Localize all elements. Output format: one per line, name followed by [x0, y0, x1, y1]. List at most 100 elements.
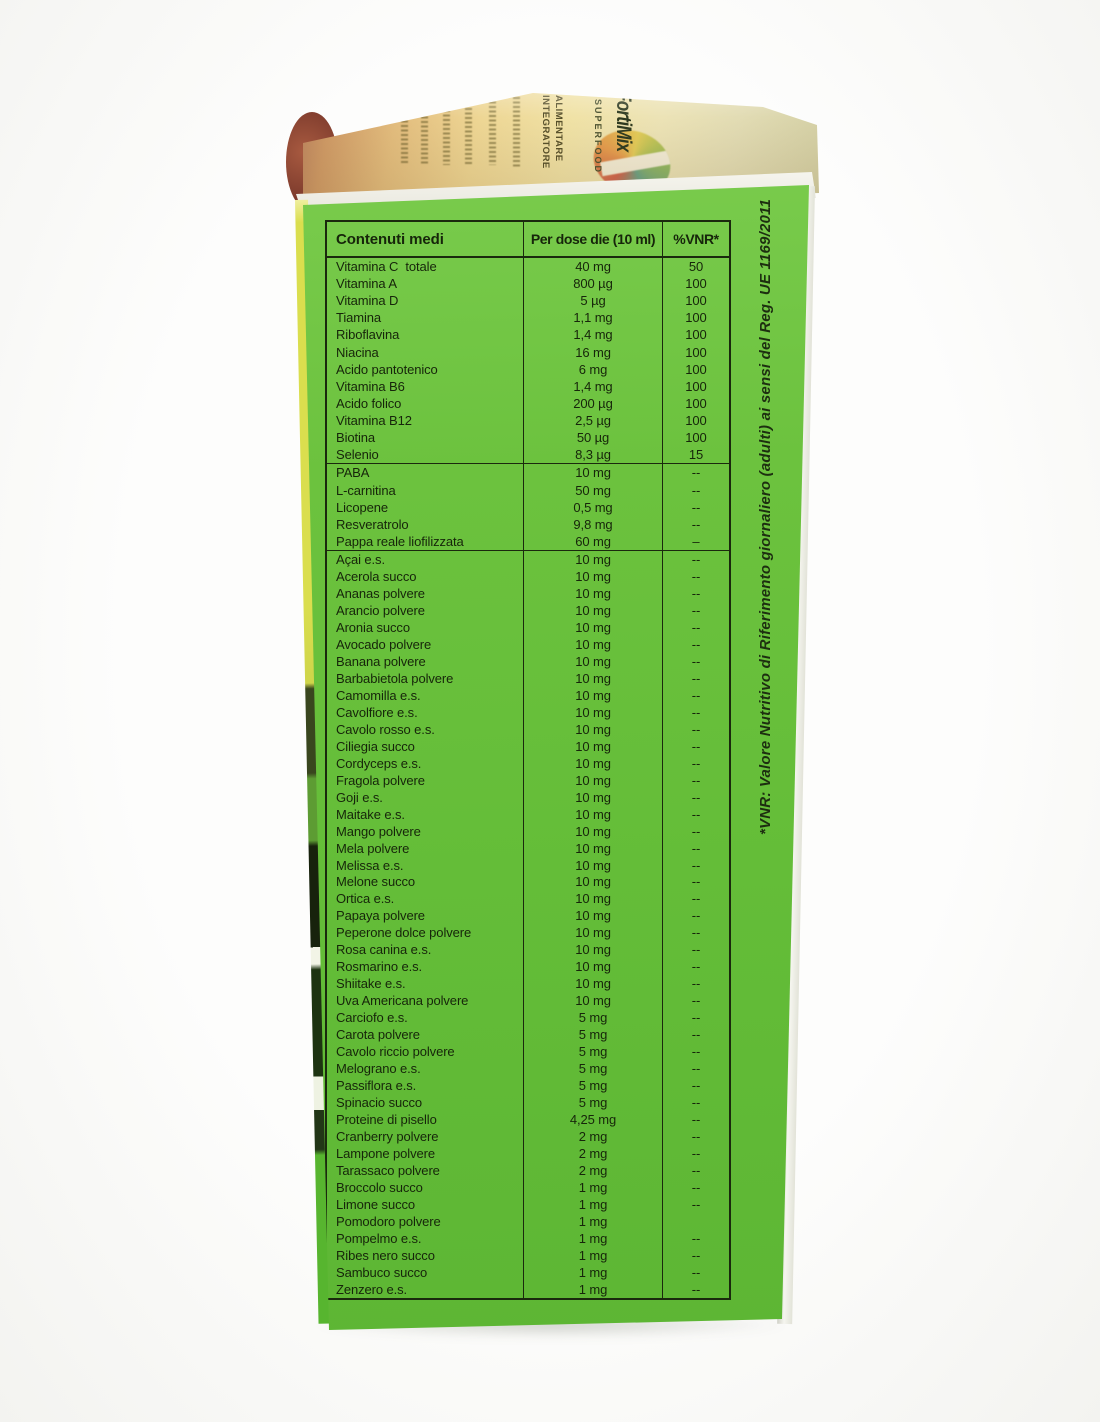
ingredient-name: Pappa reale liofilizzata — [336, 533, 464, 549]
dose-value: 10 mg — [523, 686, 662, 704]
ingredient-name: Cranberry polvere — [336, 1129, 439, 1145]
vnr-value: -- — [662, 907, 729, 925]
table-row: Cavolo riccio polvere 5 mg -- — [327, 1043, 729, 1061]
vnr-value: -- — [662, 498, 729, 516]
table-row: Arancio polvere 10 mg -- — [327, 602, 729, 619]
ingredient-name: Lampone polvere — [336, 1145, 435, 1161]
dose-value: 10 mg — [523, 890, 662, 908]
ingredient-name: Açai e.s. — [336, 552, 385, 568]
table-row: Fragola polvere 10 mg -- — [327, 771, 729, 789]
table-row: Açai e.s. 10 mg -- — [327, 551, 729, 569]
illegible-text-line — [421, 103, 428, 165]
ingredient-name: Pomodoro polvere — [336, 1213, 441, 1229]
ingredient-name: Zenzero e.s. — [336, 1281, 408, 1297]
ingredient-name: Spinacio succo — [336, 1095, 423, 1111]
ingredient-name: Niacina — [336, 344, 379, 360]
table-row: Vitamina D 5 µg 100 — [327, 292, 729, 310]
table-row: Ribes nero succo 1 mg -- — [327, 1246, 729, 1264]
ingredient-name: Resveratrolo — [336, 516, 409, 532]
vnr-value: -- — [662, 1094, 729, 1112]
ingredient-name: Pompelmo e.s. — [336, 1230, 422, 1246]
ingredient-name: Goji e.s. — [336, 789, 383, 805]
vnr-value: -- — [662, 924, 729, 942]
table-row: Limone succo 1 mg -- — [327, 1195, 729, 1213]
header-dose: Per dose die (10 ml) — [523, 222, 662, 256]
vnr-value: -- — [662, 618, 729, 636]
ingredient-name: Melissa e.s. — [336, 857, 404, 873]
vnr-value — [662, 1212, 729, 1230]
dose-value: 5 mg — [523, 1026, 662, 1044]
ingredient-name: Melograno e.s. — [336, 1061, 421, 1077]
dose-value: 10 mg — [523, 720, 662, 738]
dose-value: 10 mg — [523, 788, 662, 806]
vnr-value: 100 — [662, 326, 729, 344]
ingredient-name: Barbabietola polvere — [336, 670, 454, 686]
ingredient-name: Ortica e.s. — [336, 891, 395, 907]
dose-value: 5 mg — [523, 1094, 662, 1112]
vnr-value: -- — [662, 1195, 729, 1213]
dose-value: 10 mg — [523, 652, 662, 670]
ingredient-name: Uva Americana polvere — [336, 993, 469, 1009]
ingredient-name: Rosa canina e.s. — [336, 942, 432, 958]
vnr-value: 100 — [662, 360, 729, 378]
vnr-value: 100 — [662, 429, 729, 447]
vnr-footnote: *VNR: Valore Nutritivo di Riferimento gi… — [757, 198, 774, 835]
dose-value: 60 mg — [523, 532, 662, 551]
dose-value: 5 mg — [523, 1009, 662, 1027]
dose-value: 2,5 µg — [523, 411, 662, 430]
table-row: Uva Americana polvere 10 mg -- — [327, 992, 729, 1010]
table-row: Rosa canina e.s. 10 mg -- — [327, 941, 729, 959]
ingredient-name: Selenio — [336, 447, 379, 463]
dose-value: 10 mg — [523, 754, 662, 772]
vnr-value: 15 — [662, 446, 729, 464]
dose-value: 10 mg — [523, 464, 662, 482]
table-row: Proteine di pisello 4,25 mg -- — [327, 1111, 729, 1129]
table-row: Licopene 0,5 mg -- — [327, 498, 729, 516]
table-row: Selenio 8,3 µg 15 — [327, 446, 729, 464]
dose-value: 8,3 µg — [523, 446, 662, 464]
table-row: Vitamina B6 1,4 mg 100 — [327, 377, 729, 395]
dose-value: 10 mg — [523, 771, 662, 789]
vnr-value: -- — [662, 515, 729, 533]
vnr-value: -- — [662, 720, 729, 738]
table-row: Tiamina 1,1 mg 100 — [327, 309, 729, 327]
table-row: Acido folico 200 µg 100 — [327, 394, 729, 412]
ingredient-name: Mango polvere — [336, 823, 421, 839]
vnr-value: -- — [662, 839, 729, 857]
ingredient-name: Fragola polvere — [336, 772, 425, 788]
ingredient-name: Biotina — [336, 430, 376, 446]
table-row: Lampone polvere 2 mg -- — [327, 1145, 729, 1162]
table-row: Biotina 50 µg 100 — [327, 429, 729, 447]
vnr-value: -- — [662, 754, 729, 772]
dose-value: 10 mg — [523, 618, 662, 636]
dose-value: 1,4 mg — [523, 326, 662, 344]
ingredient-name: Peperone dolce polvere — [336, 925, 472, 941]
table-row: Aronia succo 10 mg -- — [327, 618, 729, 636]
vnr-value: -- — [662, 1009, 729, 1027]
ingredient-name: Vitamina D — [336, 293, 399, 309]
ingredient-name: Limone succo — [336, 1196, 416, 1212]
dose-value: 10 mg — [523, 585, 662, 602]
ingredient-name: Papaya polvere — [336, 908, 425, 924]
ingredient-name: Rosmarino e.s. — [336, 959, 423, 975]
ingredient-name: Carota polvere — [336, 1027, 420, 1043]
vnr-value: – — [662, 532, 729, 551]
ingredient-name: Melone succo — [336, 874, 416, 890]
vnr-value: -- — [662, 805, 729, 823]
table-section-botanicals: Açai e.s. 10 mg -- Acerola succo 10 mg -- Anan… — [327, 551, 729, 1298]
table-row: Carciofo e.s. 5 mg -- — [327, 1009, 729, 1027]
dose-value: 1 mg — [523, 1280, 662, 1298]
vnr-value: -- — [662, 1161, 729, 1179]
vnr-value: -- — [662, 703, 729, 721]
vnr-value: -- — [662, 890, 729, 908]
vnr-value: -- — [662, 1145, 729, 1162]
dose-value: 1,1 mg — [523, 309, 662, 327]
table-row: Spinacio succo 5 mg -- — [327, 1094, 729, 1112]
vnr-value: -- — [662, 822, 729, 840]
dose-value: 0,5 mg — [523, 498, 662, 516]
ingredient-name: Vitamina C totale — [336, 259, 437, 275]
front-label-line1: INTEGRATORE — [540, 95, 551, 169]
table-row: Ortica e.s. 10 mg -- — [327, 890, 729, 908]
dose-value: 10 mg — [523, 839, 662, 857]
table-row: Tarassaco polvere 2 mg -- — [327, 1161, 729, 1179]
